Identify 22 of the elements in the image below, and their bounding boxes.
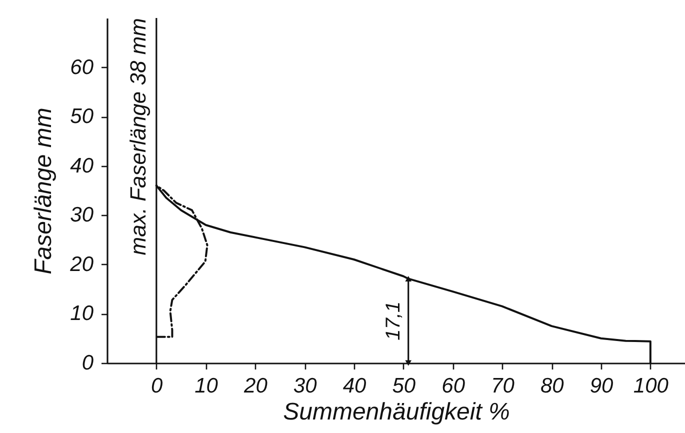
ref-line-label: max. Faserlänge 38 mm bbox=[125, 18, 150, 256]
y-tick-label: 50 bbox=[70, 105, 94, 128]
y-tick-label: 20 bbox=[69, 252, 94, 276]
y-tick-label: 40 bbox=[70, 154, 94, 178]
x-tick-label: 90 bbox=[590, 374, 614, 398]
x-tick-label: 50 bbox=[392, 374, 416, 398]
x-tick-label: 80 bbox=[540, 374, 564, 398]
x-tick-label: 40 bbox=[342, 374, 367, 398]
y-tick-label: 0 bbox=[82, 352, 94, 374]
x-tick-label: 100 bbox=[633, 374, 669, 398]
x-tick-label: 30 bbox=[293, 374, 318, 398]
x-tick-label: 0 bbox=[151, 374, 164, 398]
x-tick-label: 20 bbox=[243, 374, 268, 398]
x-axis-title: Summenhäufigkeit % bbox=[283, 398, 510, 426]
y-tick-label: 60 bbox=[70, 56, 94, 79]
x-tick-label: 60 bbox=[442, 374, 466, 398]
x-tick-label: 10 bbox=[194, 374, 218, 398]
y-tick-label: 30 bbox=[70, 204, 94, 227]
y-axis-title: Faserlänge mm bbox=[30, 108, 58, 274]
y-tick-label: 10 bbox=[70, 302, 94, 326]
x-tick-label: 70 bbox=[491, 374, 515, 398]
annotation: 17,1 bbox=[382, 301, 404, 340]
